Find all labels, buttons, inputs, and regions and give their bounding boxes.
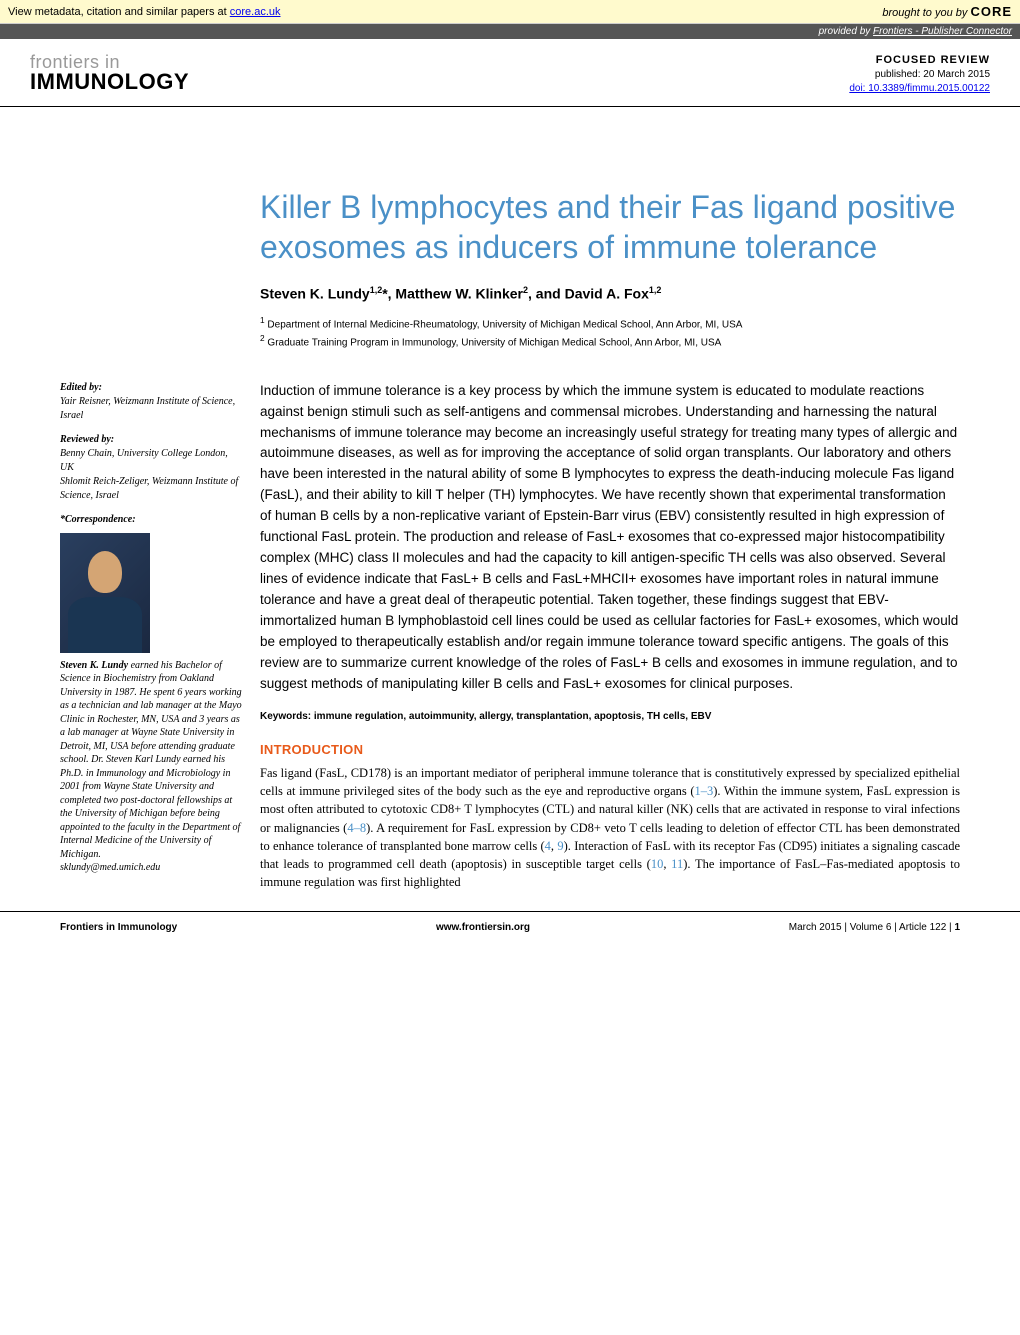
core-link[interactable]: core.ac.uk	[230, 6, 281, 18]
footer-citation: March 2015 | Volume 6 | Article 122 | 1	[789, 922, 960, 933]
provided-prefix: provided by	[819, 26, 873, 37]
edited-by-label: Edited by:	[60, 381, 244, 395]
journal-brand: frontiers in IMMUNOLOGY	[30, 53, 189, 93]
review-type: FOCUSED REVIEW	[849, 53, 990, 68]
affiliation-2: 2 Graduate Training Program in Immunolog…	[260, 332, 960, 350]
brought-by-group: brought to you by CORE	[882, 4, 1012, 19]
author-email: sklundy@med.umich.edu	[60, 861, 244, 875]
footer-journal: Frontiers in Immunology	[60, 922, 177, 933]
body-section: Edited by: Yair Reisner, Weizmann Instit…	[60, 381, 960, 891]
page-footer: Frontiers in Immunology www.frontiersin.…	[0, 911, 1020, 943]
keywords-list: immune regulation, autoimmunity, allergy…	[314, 711, 711, 722]
footer-volume: Volume 6	[850, 922, 892, 933]
journal-header: frontiers in IMMUNOLOGY FOCUSED REVIEW p…	[0, 39, 1020, 107]
edited-by-block: Edited by: Yair Reisner, Weizmann Instit…	[60, 381, 244, 423]
reviewed-by-label: Reviewed by:	[60, 433, 244, 447]
metadata-text: View metadata, citation and similar pape…	[8, 6, 281, 18]
author-bio: Steven K. Lundy earned his Bachelor of S…	[60, 659, 244, 862]
metadata-prefix: View metadata, citation and similar pape…	[8, 6, 230, 18]
abstract: Induction of immune tolerance is a key p…	[260, 381, 960, 695]
keywords-label: Keywords:	[260, 711, 314, 722]
provider-link[interactable]: Frontiers - Publisher Connector	[873, 26, 1012, 37]
keywords: Keywords: immune regulation, autoimmunit…	[260, 709, 960, 725]
intro-heading: INTRODUCTION	[260, 740, 960, 760]
bio-name: Steven K. Lundy	[60, 660, 128, 671]
authors: Steven K. Lundy1,2*, Matthew W. Klinker2…	[260, 285, 960, 302]
core-brand: CORE	[970, 4, 1012, 19]
reviewer-2: Shlomit Reich-Zeliger, Weizmann Institut…	[60, 475, 244, 503]
intro-text: Fas ligand (FasL, CD178) is an important…	[260, 764, 960, 891]
doi-link[interactable]: doi: 10.3389/fimmu.2015.00122	[849, 83, 990, 94]
sidebar: Edited by: Yair Reisner, Weizmann Instit…	[60, 381, 244, 891]
footer-url: www.frontiersin.org	[436, 922, 530, 933]
footer-article: Article 122	[899, 922, 946, 933]
footer-page: 1	[954, 922, 960, 933]
provided-by-bar: provided by Frontiers - Publisher Connec…	[0, 24, 1020, 39]
journal-name: IMMUNOLOGY	[30, 71, 189, 93]
reviewed-by-block: Reviewed by: Benny Chain, University Col…	[60, 433, 244, 503]
author-photo	[60, 533, 150, 653]
correspondence-label: *Correspondence:	[60, 513, 244, 527]
article-title: Killer B lymphocytes and their Fas ligan…	[260, 187, 960, 267]
reviewer-1: Benny Chain, University College London, …	[60, 447, 244, 475]
footer-date: March 2015	[789, 922, 842, 933]
correspondence-block: *Correspondence: Steven K. Lundy earned …	[60, 513, 244, 876]
metadata-bar: View metadata, citation and similar pape…	[0, 0, 1020, 24]
edited-by-text: Yair Reisner, Weizmann Institute of Scie…	[60, 395, 244, 423]
publication-meta: FOCUSED REVIEW published: 20 March 2015 …	[849, 53, 990, 96]
title-block: Killer B lymphocytes and their Fas ligan…	[260, 187, 960, 350]
published-date: published: 20 March 2015	[849, 68, 990, 82]
main-column: Induction of immune tolerance is a key p…	[260, 381, 960, 891]
affiliations: 1 Department of Internal Medicine-Rheuma…	[260, 314, 960, 351]
bio-body: earned his Bachelor of Science in Bioche…	[60, 660, 242, 860]
brought-by-text: brought to you by	[882, 7, 967, 19]
affiliation-1: 1 Department of Internal Medicine-Rheuma…	[260, 314, 960, 332]
